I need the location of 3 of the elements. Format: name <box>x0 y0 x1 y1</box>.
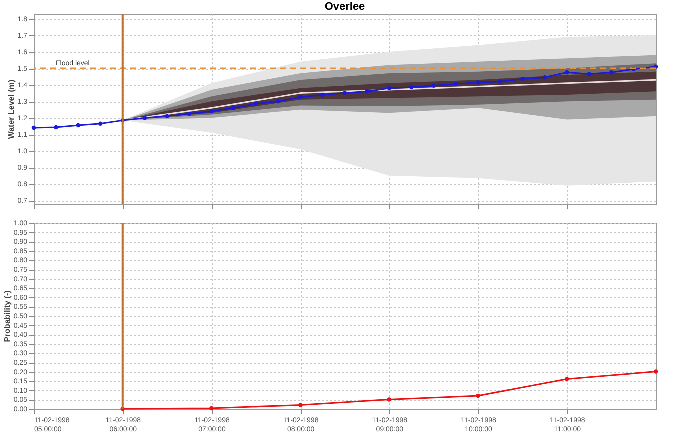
chart-title: Overlee <box>324 1 366 13</box>
y-axis-title: Water Level (m) <box>6 80 16 140</box>
y-axis-title: Probability (-) <box>2 290 12 342</box>
